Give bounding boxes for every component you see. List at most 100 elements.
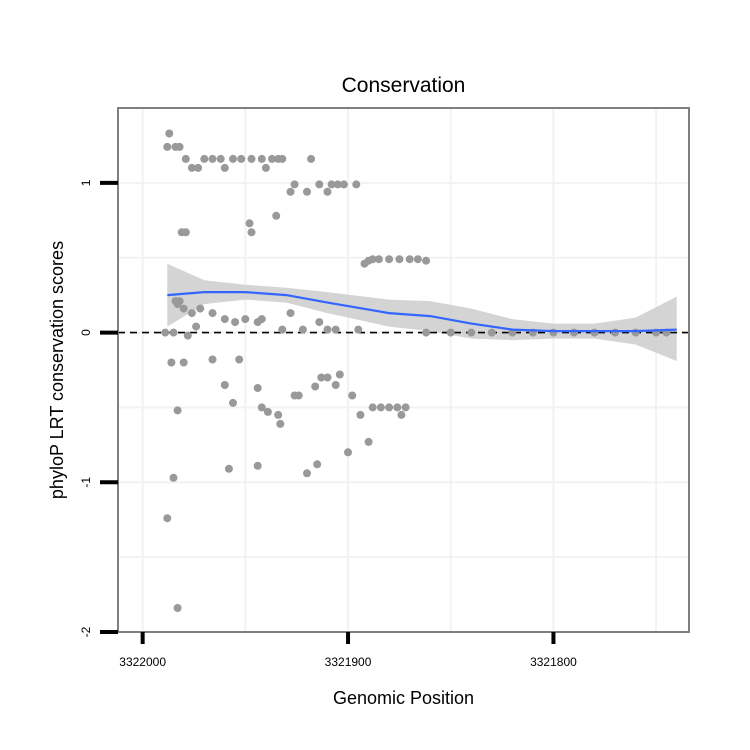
data-point (401, 403, 410, 412)
data-point (352, 180, 361, 189)
data-point (196, 304, 205, 313)
data-point (220, 315, 229, 324)
data-point (208, 355, 217, 364)
plot-panel (118, 108, 689, 632)
y-tick-label: 1 (79, 179, 93, 186)
data-point (385, 255, 394, 264)
plot-panel-border (117, 107, 690, 633)
y-axis-ticks: 1 0 -1 -2 (79, 179, 118, 637)
data-point (323, 373, 332, 382)
data-point (208, 154, 217, 163)
data-point (261, 163, 270, 172)
data-point (181, 154, 190, 163)
data-point (327, 180, 336, 189)
data-point (374, 255, 383, 264)
data-point (229, 398, 237, 407)
y-tick-label: 0 (79, 329, 93, 336)
data-point (192, 322, 201, 331)
data-point (360, 259, 369, 268)
data-point (298, 325, 307, 334)
data-point (247, 228, 256, 237)
data-point (307, 154, 316, 163)
data-point (169, 473, 178, 482)
data-point (311, 382, 320, 391)
data-points (161, 129, 671, 612)
data-point (220, 163, 229, 172)
data-point (276, 419, 285, 428)
data-point (395, 255, 404, 264)
data-point (235, 355, 244, 364)
data-point (241, 315, 250, 324)
x-axis-ticks: 3322000 3321900 3321800 (119, 632, 577, 669)
data-point (169, 328, 178, 337)
x-axis-title: Genomic Position (333, 688, 474, 708)
data-point (303, 469, 311, 478)
x-tick-label: 3321900 (325, 655, 372, 669)
data-point (247, 154, 256, 163)
data-point (231, 318, 240, 327)
data-point (364, 437, 373, 446)
data-point (335, 370, 344, 379)
data-point (446, 328, 455, 337)
data-point (237, 154, 246, 163)
data-point (272, 211, 281, 220)
data-point (331, 381, 340, 389)
data-point (274, 410, 283, 419)
data-point (303, 187, 311, 196)
data-point (570, 328, 578, 337)
data-point (163, 514, 172, 523)
data-point (315, 318, 324, 327)
data-point (294, 391, 303, 400)
data-point (171, 142, 180, 151)
data-point (187, 163, 196, 172)
smooth-trend-line (167, 291, 677, 333)
data-point (354, 325, 363, 334)
data-point (165, 129, 174, 138)
data-point (173, 406, 182, 415)
data-point (348, 391, 357, 400)
data-point (467, 328, 476, 337)
data-point (333, 180, 342, 189)
data-point (323, 187, 332, 196)
x-tick-label: 3322000 (119, 655, 166, 669)
data-point (253, 461, 262, 470)
data-point (183, 331, 192, 340)
data-point (194, 163, 203, 172)
data-point (422, 328, 431, 337)
data-point (161, 328, 170, 337)
data-point (200, 154, 209, 163)
data-point (487, 328, 496, 337)
data-point (405, 255, 414, 264)
data-point (290, 180, 299, 189)
data-point (344, 448, 352, 457)
data-point (397, 410, 406, 419)
data-point (313, 460, 322, 469)
data-point (376, 403, 385, 412)
data-point (163, 142, 172, 151)
data-point (263, 407, 272, 416)
data-point (368, 403, 377, 412)
data-point (268, 154, 276, 163)
data-point (413, 255, 422, 264)
data-point (224, 464, 233, 473)
y-tick-label: -2 (79, 626, 93, 637)
data-point (278, 154, 287, 163)
data-point (257, 154, 266, 163)
data-point (187, 309, 196, 318)
data-point (356, 410, 365, 419)
data-point (611, 328, 620, 337)
data-point (278, 325, 287, 334)
data-point (286, 187, 295, 196)
data-point (177, 228, 186, 237)
chart-title: Conservation (342, 74, 466, 97)
data-point (220, 381, 229, 389)
y-axis-title: phyloP LRT conservation scores (47, 241, 67, 499)
data-point (331, 325, 340, 334)
data-point (549, 328, 558, 337)
data-point (393, 403, 402, 412)
data-point (317, 373, 326, 382)
data-point (315, 180, 324, 189)
data-point (216, 154, 225, 163)
data-point (339, 180, 348, 189)
